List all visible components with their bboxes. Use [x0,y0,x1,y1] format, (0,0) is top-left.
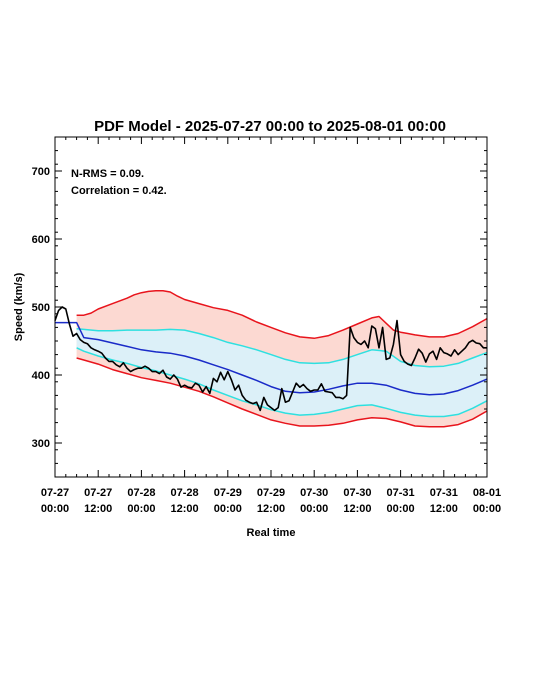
x-tick-label-date: 07-28 [127,487,155,499]
x-tick-label-date: 07-30 [300,487,328,499]
x-tick-label-time: 12:00 [430,503,458,515]
x-tick-label-time: 12:00 [257,503,285,515]
y-tick-label: 700 [32,166,50,178]
x-tick-label-date: 07-29 [214,487,242,499]
x-tick-label-time: 00:00 [41,503,69,515]
plot-area [54,289,488,428]
y-tick-label: 500 [32,302,50,314]
x-tick-label-date: 07-31 [387,487,415,499]
x-axis-label: Real time [247,527,296,539]
series-lower-inner-line [76,347,488,418]
y-tick-label: 300 [32,438,50,450]
x-axis-ticks: 07-27 00:00 07-27 12:00 07-28 00:00 07-28 12:00… [41,137,501,515]
y-tick-label: 600 [32,234,50,246]
x-tick-label-time: 00:00 [214,503,242,515]
x-tick-label-date: 07-28 [171,487,199,499]
nrms-annotation: N-RMS = 0.09. [71,168,144,180]
x-tick-label-time: 12:00 [84,503,112,515]
inner-band [76,328,487,417]
chart-title: PDF Model - 2025-07-27 00:00 to 2025-08-… [94,118,446,135]
y-axis-ticks: 300 400 500 600 700 [32,136,487,478]
x-tick-label-date: 07-31 [430,487,458,499]
x-tick-label-date: 07-30 [343,487,371,499]
x-tick-label-date: 07-27 [84,487,112,499]
x-tick-label-date: 08-01 [473,487,501,499]
series-lines [54,289,488,428]
series-lower-outer-line [76,357,488,428]
x-tick-label-time: 00:00 [127,503,155,515]
x-tick-label-time: 00:00 [387,503,415,515]
correlation-annotation: Correlation = 0.42. [71,185,167,197]
y-axis-label: Speed (km/s) [13,272,25,341]
series-upper-outer-line [76,289,488,340]
x-tick-label-date: 07-27 [41,487,69,499]
series-observed-line [54,306,487,412]
series-upper-inner-line [76,328,488,368]
x-tick-label-date: 07-29 [257,487,285,499]
x-tick-label-time: 12:00 [171,503,199,515]
x-tick-label-time: 12:00 [343,503,371,515]
x-tick-label-time: 00:00 [300,503,328,515]
x-tick-label-time: 00:00 [473,503,501,515]
series-median-line [55,321,488,396]
y-tick-label: 400 [32,370,50,382]
